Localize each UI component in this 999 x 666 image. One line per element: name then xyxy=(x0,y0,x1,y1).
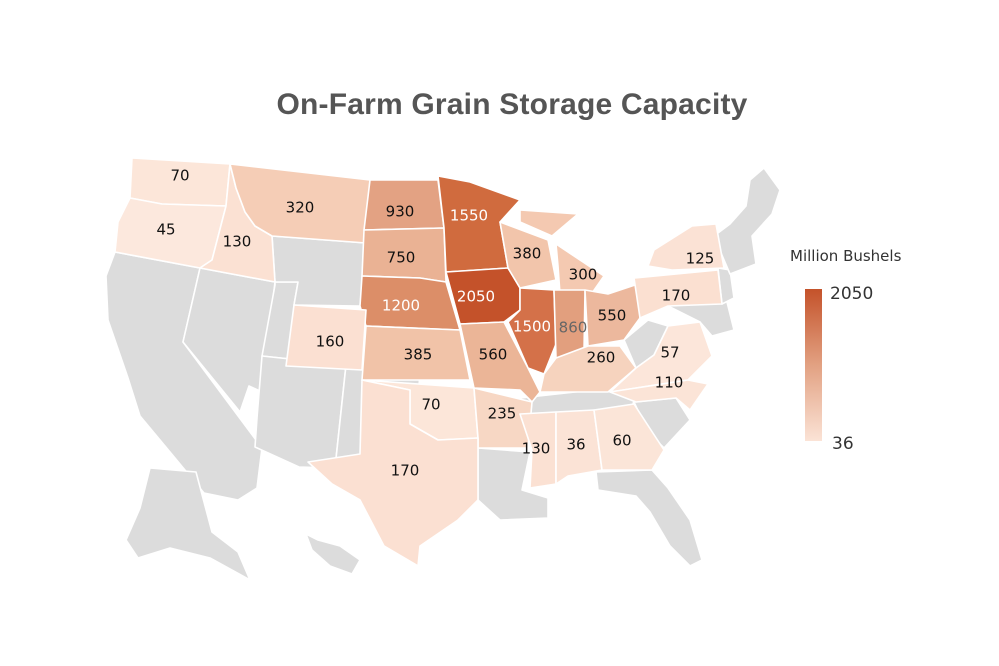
state-hi xyxy=(305,533,361,575)
label-oh: 550 xyxy=(598,307,627,325)
label-nc: 110 xyxy=(655,374,684,392)
label-mt: 320 xyxy=(286,199,315,217)
label-or: 45 xyxy=(156,221,175,239)
label-tx: 170 xyxy=(391,462,420,480)
state-ks xyxy=(361,325,471,381)
label-ok: 70 xyxy=(421,396,440,414)
label-wi: 380 xyxy=(513,245,542,263)
legend-title: Million Bushels xyxy=(790,247,902,265)
label-nd: 930 xyxy=(386,203,415,221)
no-data-states xyxy=(105,167,781,581)
state-fl xyxy=(595,469,703,567)
label-al: 36 xyxy=(566,436,585,454)
label-mo: 560 xyxy=(479,346,508,364)
label-mn: 1550 xyxy=(450,207,488,225)
state-az xyxy=(254,355,347,469)
legend-min-label: 36 xyxy=(832,434,854,454)
state-new-england xyxy=(713,167,781,275)
state-ny xyxy=(647,223,725,271)
label-co: 160 xyxy=(316,333,345,351)
label-ny: 125 xyxy=(686,250,715,268)
state-ak xyxy=(125,467,251,581)
legend-max-label: 2050 xyxy=(830,284,874,304)
label-wa: 70 xyxy=(170,167,189,185)
label-ar: 235 xyxy=(488,405,517,423)
legend-color-scale xyxy=(805,289,822,441)
state-tx xyxy=(307,379,479,567)
label-ne: 1200 xyxy=(382,297,420,315)
state-la xyxy=(477,447,549,521)
label-ks: 385 xyxy=(404,346,433,364)
label-id: 130 xyxy=(223,233,252,251)
state-pa xyxy=(633,269,723,319)
label-va: 57 xyxy=(660,344,679,362)
state-al xyxy=(555,409,603,485)
label-ms: 130 xyxy=(522,440,551,458)
label-ky: 260 xyxy=(587,349,616,367)
state-ms xyxy=(519,411,557,489)
label-in: 860 xyxy=(559,319,588,337)
state-ar xyxy=(473,387,533,449)
label-il: 1500 xyxy=(513,318,551,336)
label-ga: 60 xyxy=(612,432,631,450)
state-nc xyxy=(609,379,709,411)
state-wi xyxy=(499,221,557,289)
map-title: On-Farm Grain Storage Capacity xyxy=(276,88,748,121)
label-ia: 2050 xyxy=(457,288,495,306)
state-mo xyxy=(459,321,541,403)
label-pa: 170 xyxy=(662,287,691,305)
state-ga xyxy=(593,403,665,471)
label-mi: 300 xyxy=(569,266,598,284)
label-sd: 750 xyxy=(387,249,416,267)
